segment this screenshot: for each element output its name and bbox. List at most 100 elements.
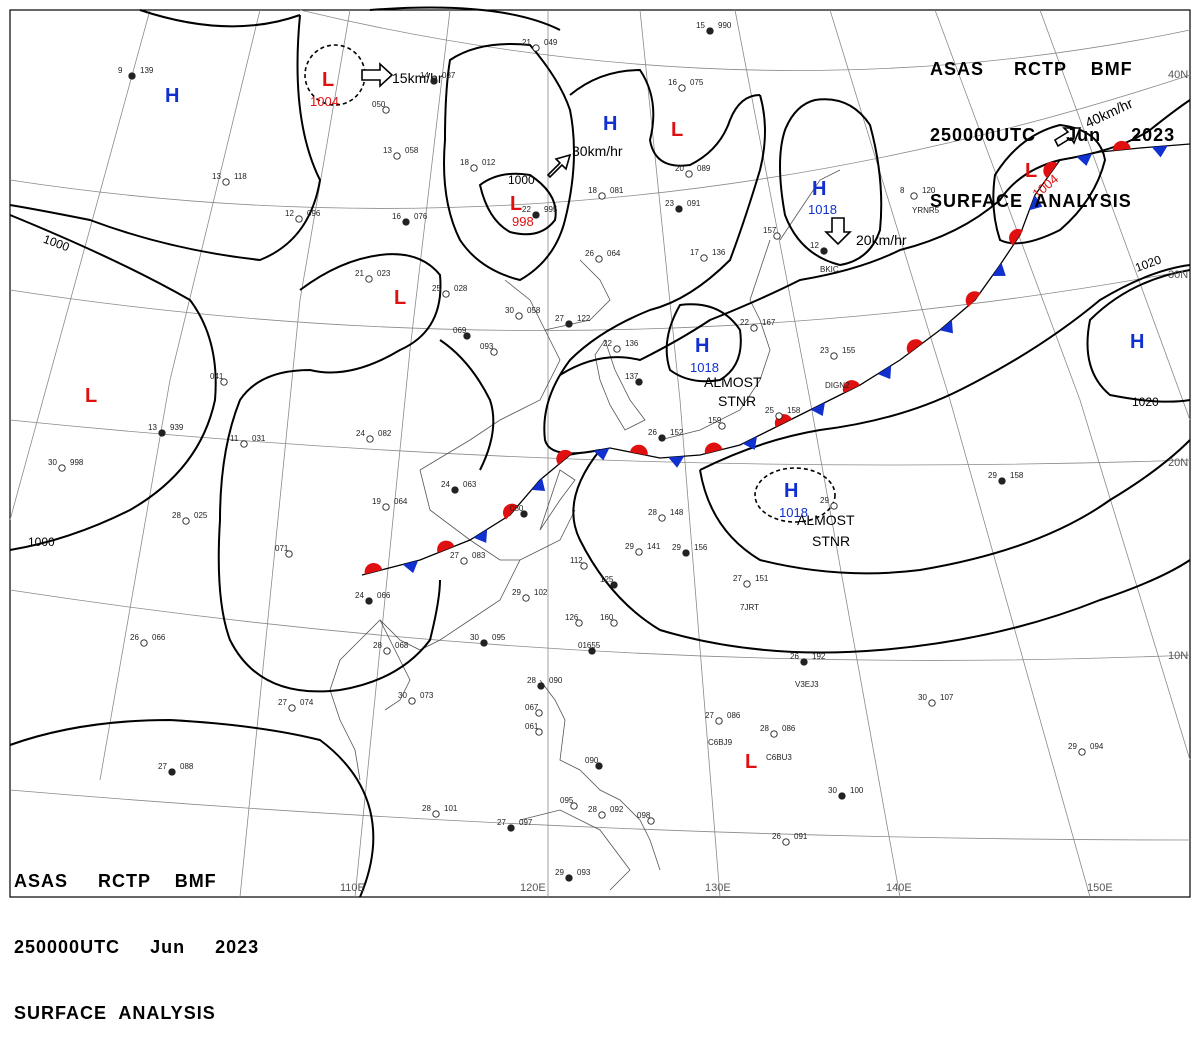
station-dot bbox=[507, 824, 515, 832]
station-dot bbox=[635, 378, 643, 386]
station-plot: 30 095 bbox=[470, 633, 506, 647]
warm-front-semicircle bbox=[842, 380, 860, 394]
station-pressure: 088 bbox=[180, 762, 194, 771]
station-plot: 28 086 bbox=[760, 724, 796, 738]
cold-front-triangle bbox=[877, 365, 892, 380]
station-pressure: 151 bbox=[755, 574, 769, 583]
station-temp: 13 bbox=[148, 423, 157, 432]
station-plot: 067 bbox=[525, 703, 543, 717]
station-pressure: 192 bbox=[812, 652, 826, 661]
isobar-label: 1020 bbox=[1132, 395, 1159, 409]
station-dot bbox=[770, 730, 778, 738]
station-plot: 23 091 bbox=[665, 199, 701, 213]
warm-front-semicircle bbox=[556, 449, 573, 465]
station-id: V3EJ3 bbox=[795, 680, 819, 689]
station-temp: 27 bbox=[705, 711, 714, 720]
station-dot bbox=[240, 440, 248, 448]
station-pressure: 068 bbox=[395, 641, 409, 650]
warm-front-semicircle bbox=[503, 503, 518, 520]
station-plot: 13 118 bbox=[212, 172, 247, 186]
station-plot: 26 152 bbox=[648, 428, 684, 442]
station-pressure: 023 bbox=[377, 269, 391, 278]
lon-label: 130E bbox=[705, 882, 731, 894]
station-dot bbox=[598, 192, 606, 200]
station-temp: 098 bbox=[637, 811, 651, 820]
station-pressure: 064 bbox=[394, 497, 408, 506]
station-pressure: 995 bbox=[544, 205, 558, 214]
station-temp: 067 bbox=[525, 703, 539, 712]
cold-front-triangle bbox=[473, 529, 488, 543]
station-dot bbox=[800, 658, 808, 666]
cold-front-triangle bbox=[1151, 145, 1168, 158]
station-dot bbox=[140, 639, 148, 647]
station-dot bbox=[520, 510, 528, 518]
station-temp: 12 bbox=[810, 241, 819, 250]
station-temp: 16 bbox=[392, 212, 401, 221]
station-dot bbox=[382, 106, 390, 114]
station-pressure: 097 bbox=[519, 818, 533, 827]
warm-front-semicircle bbox=[906, 339, 923, 354]
station-temp: 25 bbox=[432, 284, 441, 293]
station-dot bbox=[715, 717, 723, 725]
station-dot bbox=[743, 580, 751, 588]
isobar-label: 1000 bbox=[508, 173, 535, 187]
station-dot bbox=[570, 802, 578, 810]
weather-map: 110E 120E 130E 140E 150E 40N 30N 20N 10N… bbox=[9, 6, 1191, 898]
station-dot bbox=[830, 352, 838, 360]
station-plot: 18 012 bbox=[460, 158, 496, 172]
station-dot bbox=[288, 704, 296, 712]
station-temp: 28 bbox=[422, 804, 431, 813]
station-pressure: 091 bbox=[687, 199, 701, 208]
station-dot bbox=[442, 290, 450, 298]
cold-front-triangle bbox=[402, 560, 419, 574]
station-dot bbox=[595, 255, 603, 263]
station-plot: 12 096 bbox=[285, 209, 321, 223]
station-dot bbox=[168, 768, 176, 776]
low-center: L bbox=[85, 385, 97, 407]
station-pressure: 939 bbox=[170, 423, 184, 432]
station-plot: 137 bbox=[625, 372, 643, 386]
station-pressure: 095 bbox=[492, 633, 506, 642]
station-dot bbox=[222, 178, 230, 186]
station-id: 7JRT bbox=[740, 603, 759, 612]
station-plot: 24 066 bbox=[355, 591, 391, 605]
station-plot: 159 bbox=[708, 416, 726, 430]
station-plot: 28 148 bbox=[648, 508, 684, 522]
station-pressure: 136 bbox=[712, 248, 726, 257]
high-center: H bbox=[812, 178, 826, 200]
header-bottom: ASAS RCTP BMF 250000UTC Jun 2023 SURFACE… bbox=[14, 826, 259, 1046]
station-plot: 30 073 bbox=[398, 691, 434, 705]
lat-label: 30N bbox=[1168, 269, 1188, 281]
station-temp: 24 bbox=[441, 480, 450, 489]
station-dot bbox=[678, 84, 686, 92]
station-temp: 30 bbox=[505, 306, 514, 315]
station-dot bbox=[366, 435, 374, 443]
station-temp: 27 bbox=[555, 314, 564, 323]
station-temp: 069 bbox=[453, 326, 467, 335]
station-temp: 18 bbox=[460, 158, 469, 167]
station-temp: 29 bbox=[672, 543, 681, 552]
station-dot bbox=[838, 792, 846, 800]
station-dot bbox=[383, 647, 391, 655]
warm-front-semicircle bbox=[704, 442, 723, 454]
station-plot: 071 bbox=[275, 544, 293, 558]
station-temp: 071 bbox=[275, 544, 289, 553]
station-plot: 22 167 bbox=[740, 318, 776, 332]
movement-arrows bbox=[361, 62, 1082, 246]
station-id: C6BJ9 bbox=[708, 738, 733, 747]
front-markers bbox=[364, 140, 1168, 575]
station-temp: 28 bbox=[760, 724, 769, 733]
station-temp: 29 bbox=[625, 542, 634, 551]
station-plot: 27 083 bbox=[450, 551, 486, 565]
station-plot: 17 136 bbox=[690, 248, 726, 262]
longitude-labels: 110E 120E 130E 140E 150E bbox=[340, 882, 1113, 894]
station-temp: 22 bbox=[522, 205, 531, 214]
station-pressure: 158 bbox=[787, 406, 801, 415]
station-temp: 061 bbox=[525, 722, 539, 731]
station-temp: 19 bbox=[372, 497, 381, 506]
station-plot: 28 068 bbox=[373, 641, 409, 655]
cold-front-triangle bbox=[531, 477, 546, 491]
low-center: L bbox=[745, 751, 757, 773]
station-dot bbox=[430, 77, 438, 85]
station-pressure: 074 bbox=[300, 698, 314, 707]
